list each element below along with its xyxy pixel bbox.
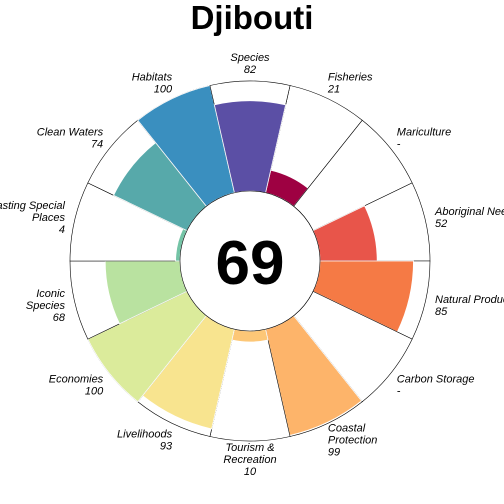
- petal-value-label: 100: [154, 84, 173, 96]
- petal-label: Economies 100: [49, 374, 104, 398]
- petal-value-label: 74: [91, 139, 103, 151]
- petal-label: Natural Products85: [435, 294, 504, 318]
- petal-value-label: 52: [435, 218, 447, 230]
- petal-label-line: Tourism &: [225, 442, 274, 454]
- petals-group: [69, 80, 431, 442]
- petal-label: Carbon Storage -: [397, 374, 475, 398]
- petal-label-line: Coastal: [328, 422, 366, 434]
- petal-value-label: 21: [327, 84, 340, 96]
- petal-label-line: Habitats: [132, 72, 173, 84]
- petal-label-line: Lasting Special: [0, 200, 66, 212]
- petal-value-label: 93: [160, 440, 173, 452]
- petal-value-label: 85: [435, 306, 448, 318]
- petal-label-line: Protection: [328, 434, 378, 446]
- petal-label-line: Natural Products: [435, 294, 504, 306]
- petal-value-label: -: [397, 386, 401, 398]
- petal-value-label: 4: [59, 224, 65, 236]
- petal-label-line: Iconic: [36, 288, 65, 300]
- petal-label-line: Carbon Storage: [397, 374, 475, 386]
- petal-value-label: 82: [244, 64, 256, 76]
- chart-title: Djibouti: [191, 0, 314, 36]
- petal-label: Species 82: [230, 52, 270, 76]
- petal-label: Habitats 100: [132, 72, 173, 96]
- petal-label: Tourism & Recreation 10: [223, 442, 276, 478]
- petal-value-label: -: [397, 139, 401, 151]
- petal-label-line: Species: [26, 300, 66, 312]
- petal-value-label: 68: [53, 312, 66, 324]
- petal-value-label: 99: [328, 446, 340, 458]
- petal-label-line: Recreation: [223, 454, 276, 466]
- petal-label-line: Species: [230, 52, 270, 64]
- petal-label-line: Places: [32, 212, 66, 224]
- petal-label-line: Livelihoods: [117, 428, 173, 440]
- petal-label: Fisheries 21: [327, 72, 373, 96]
- overall-score: 69: [216, 229, 285, 298]
- center-circle: [179, 190, 321, 332]
- petal-label-line: Mariculture: [397, 127, 451, 139]
- petal-label-line: Aboriginal Needs: [434, 206, 504, 218]
- petal-label-line: Fisheries: [328, 72, 373, 84]
- petal-label: Coastal Protection 99: [328, 422, 378, 458]
- petal-label: Livelihoods 93: [117, 428, 173, 452]
- petal-label: Mariculture -: [397, 127, 451, 151]
- petal-value-label: 100: [85, 386, 104, 398]
- petal-label-line: Clean Waters: [37, 127, 104, 139]
- petal-label: Iconic Species 68: [26, 288, 66, 324]
- petal-label: Aboriginal Needs52: [434, 206, 504, 230]
- petal-value-label: 10: [244, 466, 257, 478]
- petal-label: Clean Waters 74: [37, 127, 104, 151]
- petal-label-line: Economies: [49, 374, 104, 386]
